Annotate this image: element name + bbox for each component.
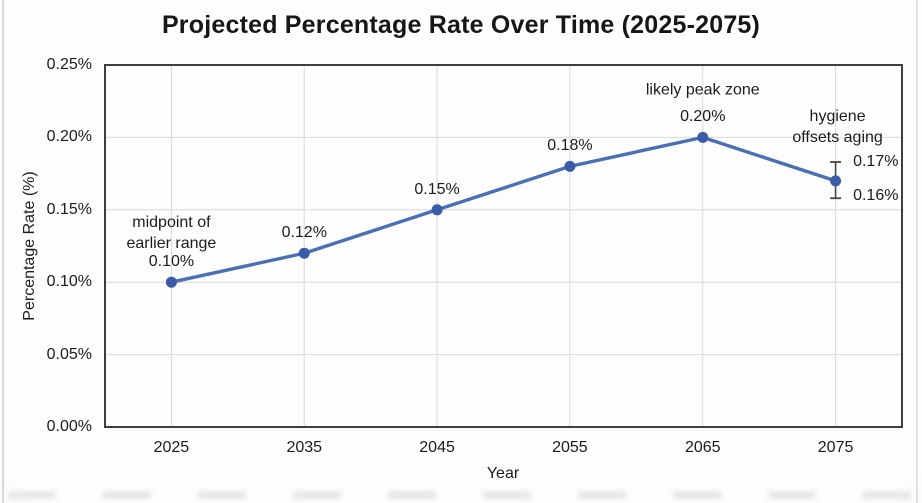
data-point-marker (697, 131, 709, 143)
data-point-marker (564, 160, 576, 172)
y-tick-label: 0.00% (46, 418, 92, 435)
right-edge-line (916, 0, 918, 503)
x-tick-label: 2035 (286, 439, 323, 456)
data-point-marker (830, 175, 842, 187)
y-tick-label: 0.15% (46, 200, 92, 218)
chart-title: Projected Percentage Rate Over Time (202… (161, 11, 761, 39)
x-tick-label: 2025 (153, 439, 190, 456)
y-tick-label: 0.20% (46, 128, 92, 146)
y-tick-label: 0.05% (46, 345, 92, 363)
x-tick-label: 2045 (419, 439, 455, 456)
data-label: 0.20% (680, 108, 726, 126)
data-point-marker (165, 276, 177, 288)
annotation-line: midpoint of (132, 213, 211, 231)
annotation-line: offsets aging (792, 129, 883, 147)
error-bar-upper-label: 0.17% (853, 153, 899, 171)
bottom-crop-artifacts (8, 491, 914, 499)
y-tick-label: 0.25% (46, 56, 92, 73)
annotation-line: earlier range (126, 234, 217, 252)
left-edge-line (2, 0, 4, 503)
annotation: hygiene offsets aging (792, 106, 882, 148)
x-tick-label: 2055 (552, 439, 588, 456)
series-line (169, 135, 838, 284)
annotation: likely peak zone (646, 79, 760, 100)
data-label: 0.15% (414, 180, 460, 198)
x-tick-label: 2065 (684, 439, 721, 456)
data-point-marker (298, 247, 310, 259)
x-tick-label: 2075 (817, 439, 854, 456)
plot-border (104, 64, 903, 428)
annotation: midpoint of earlier range (126, 212, 216, 254)
data-label: 0.12% (281, 224, 327, 242)
data-point-marker (431, 204, 443, 216)
error-bar-lower-label: 0.16% (853, 187, 899, 205)
y-tick-label: 0.10% (46, 273, 92, 291)
annotation-line: likely peak zone (645, 81, 760, 99)
annotation-line: hygiene (809, 108, 866, 126)
data-label: 0.10% (148, 253, 195, 271)
x-axis-title: Year (486, 465, 520, 482)
data-label: 0.18% (547, 137, 593, 155)
